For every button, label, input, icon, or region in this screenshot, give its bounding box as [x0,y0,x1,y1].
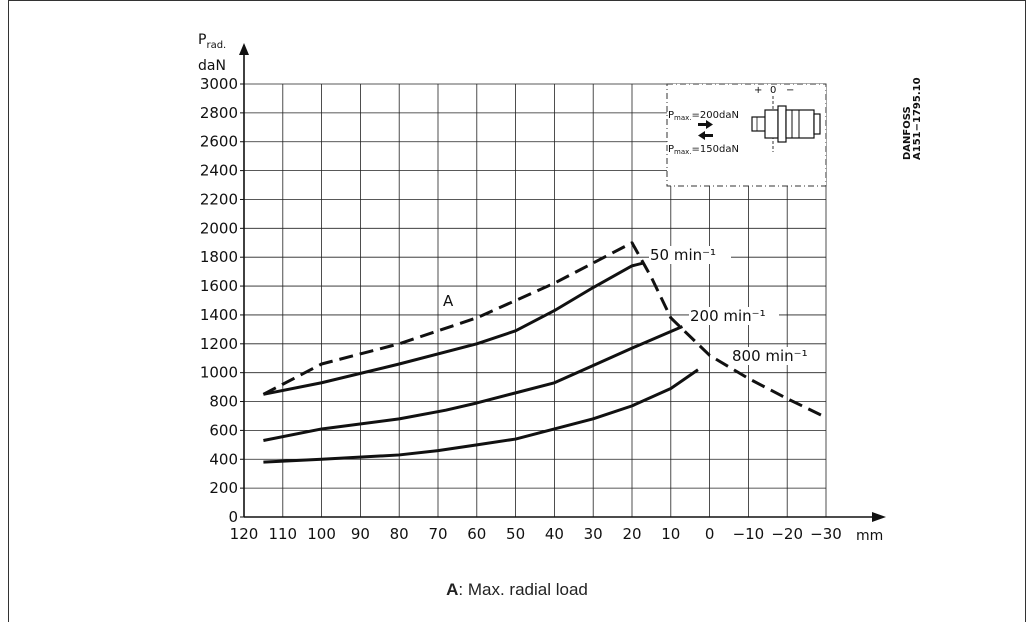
y-tick-label: 1000 [200,364,238,382]
x-axis-label: mm [856,528,883,544]
caption-text: : Max. radial load [458,580,588,599]
x-tick-label: 60 [467,525,486,543]
side-code-line2: A151−1795.10 [912,77,923,160]
motor-shaft-icon [751,105,821,143]
series-line [263,261,645,396]
series-line [263,325,684,442]
y-tick-label: 1200 [200,335,238,353]
x-tick-label: 40 [545,525,564,543]
x-tick-label: 50 [506,525,525,543]
inset-sign-plus: + [754,85,762,96]
y-axis-arrow [239,43,249,55]
y-tick-label: 3000 [200,75,238,93]
arrow-right-icon [698,120,713,129]
x-tick-label: 120 [230,525,259,543]
inset-sign-zero: 0 [770,85,776,96]
inset-sign-minus: − [786,85,794,96]
x-tick-label: −20 [771,525,803,543]
y-tick-label: 800 [209,393,238,411]
y-tick-label: 2000 [200,219,238,237]
y-tick-label: 2600 [200,133,238,151]
figure-caption: A: Max. radial load [0,580,1034,600]
label-50-bg [649,246,731,264]
series-label-50: 50 min⁻¹ [650,246,716,264]
caption-key: A [446,580,459,599]
x-tick-label: 0 [705,525,715,543]
tick-labels: 0200400600800100012001400160018002000220… [200,75,842,543]
series-labels: A 50 min⁻¹ 200 min⁻¹ 800 min⁻¹ [443,246,823,365]
inset-pmax-150: Pmax.=150daN [668,144,739,156]
y-tick-label: 200 [209,479,238,497]
y-tick-label: 400 [209,450,238,468]
curve-a-label: A [443,292,454,310]
arrow-left-icon [698,131,713,140]
inset-diagram: + 0 − Pmax.=200daN Pmax.=150daN [666,83,827,187]
y-tick-label: 1400 [200,306,238,324]
series-label-200: 200 min⁻¹ [690,307,766,325]
x-tick-label: 20 [622,525,641,543]
y-tick-label: 2400 [200,162,238,180]
y-tick-label: 2800 [200,104,238,122]
x-tick-label: 30 [584,525,603,543]
x-tick-label: −30 [810,525,842,543]
series-label-800: 800 min⁻¹ [732,347,808,365]
inset-pmax-200: Pmax.=200daN [668,110,739,122]
series-line [263,368,699,464]
x-tick-label: 80 [390,525,409,543]
x-tick-label: 90 [351,525,370,543]
chart-series [262,241,827,464]
y-tick-label: 2200 [200,190,238,208]
radial-load-chart: 0200400600800100012001400160018002000220… [198,32,923,544]
y-axis-unit: daN [198,58,226,74]
y-tick-label: 1800 [200,248,238,266]
x-tick-label: 110 [268,525,297,543]
series-line [262,241,827,419]
x-tick-label: 100 [307,525,336,543]
side-code-line1: DANFOSS [902,106,913,160]
label-200-bg [689,307,779,325]
y-tick-label: 0 [228,508,238,526]
chart-axes [239,43,886,522]
x-tick-label: 10 [661,525,680,543]
x-tick-label: 70 [428,525,447,543]
y-axis-label: Prad. [198,32,226,51]
y-tick-label: 1600 [200,277,238,295]
figure-frame [8,0,1026,622]
label-800-bg [731,347,823,365]
x-tick-label: −10 [733,525,765,543]
y-tick-label: 600 [209,421,238,439]
x-axis-arrow [872,512,886,522]
